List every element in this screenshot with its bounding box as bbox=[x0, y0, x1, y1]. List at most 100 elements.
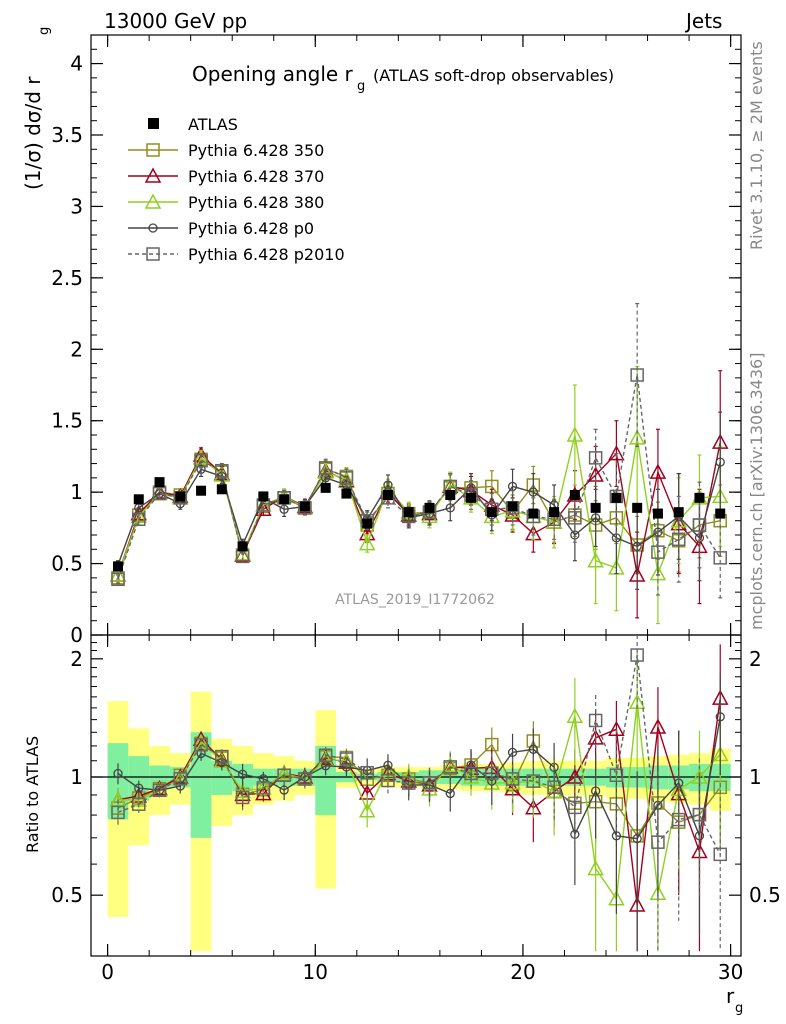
atlas-data-point bbox=[237, 541, 248, 552]
atlas-data-point bbox=[299, 501, 310, 512]
legend-label: Pythia 6.428 370 bbox=[188, 167, 324, 186]
legend-marker bbox=[148, 223, 158, 233]
legend-entry: ATLAS bbox=[148, 115, 238, 134]
data-point bbox=[109, 566, 127, 582]
ratio-point bbox=[358, 802, 376, 818]
legend-label: Pythia 6.428 p2010 bbox=[188, 245, 345, 264]
ratio-point bbox=[587, 860, 604, 876]
y-tick-label: 0 bbox=[70, 623, 83, 647]
legend-marker bbox=[144, 167, 162, 183]
atlas-data-point bbox=[507, 501, 518, 512]
data-point bbox=[587, 552, 604, 568]
ratio-tick-label-right: 1 bbox=[749, 765, 762, 789]
y-tick-label: 3 bbox=[70, 194, 83, 218]
legend: ATLAS Pythia 6.428 350 Pythia 6.428 370 Pyt… bbox=[128, 115, 345, 264]
atlas-data-point bbox=[590, 502, 601, 513]
atlas-data-point bbox=[486, 507, 497, 518]
data-point bbox=[715, 457, 725, 467]
data-point bbox=[568, 511, 582, 525]
atlas-data-point bbox=[382, 490, 393, 500]
data-point bbox=[630, 368, 644, 382]
data-point bbox=[318, 461, 333, 475]
ratio-tick-label: 0.5 bbox=[51, 883, 83, 907]
header-process-label: Jets bbox=[686, 9, 723, 33]
ratio-point bbox=[485, 766, 499, 780]
atlas-data-point bbox=[320, 482, 331, 493]
y-axis-label-subscript: g bbox=[37, 27, 52, 35]
data-point bbox=[713, 551, 727, 565]
atlas-data-point bbox=[694, 492, 705, 503]
ratio-point bbox=[132, 797, 146, 811]
ratio-point bbox=[649, 718, 667, 734]
atlas-data-point bbox=[154, 477, 165, 488]
atlas-data-point bbox=[611, 492, 622, 503]
ratio-point bbox=[566, 707, 584, 723]
atlas-data-point bbox=[196, 485, 207, 496]
atlas-data-point bbox=[445, 490, 456, 500]
ratio-point bbox=[341, 762, 352, 772]
ratio-point bbox=[318, 748, 333, 763]
ratio-point bbox=[339, 752, 354, 766]
data-point bbox=[215, 463, 229, 478]
ratio-point bbox=[713, 847, 727, 862]
ratio-point bbox=[111, 805, 125, 820]
atlas-data-point bbox=[715, 508, 726, 519]
data-point bbox=[358, 534, 376, 551]
legend-entry: Pythia 6.428 380 bbox=[128, 193, 324, 212]
x-tick-label: 10 bbox=[303, 960, 328, 984]
atlas-data-point bbox=[403, 507, 414, 518]
data-point bbox=[445, 503, 455, 513]
data-point bbox=[588, 451, 603, 465]
ratio-tick-label: 2 bbox=[70, 647, 83, 671]
chart-title-note: (ATLAS soft-drop observables) bbox=[373, 66, 614, 85]
ratio-point bbox=[443, 760, 458, 774]
y-tick-label: 1.5 bbox=[51, 409, 83, 433]
ratio-point bbox=[255, 785, 272, 801]
ratio-series-line bbox=[117, 654, 721, 855]
atlas-data-point bbox=[549, 507, 560, 518]
y-tick-label: 2 bbox=[70, 337, 83, 361]
atlas-data-point bbox=[362, 518, 373, 529]
rivet-version-label: Rivet 3.1.10, ≥ 2M events bbox=[747, 41, 766, 250]
ratio-band-stat bbox=[190, 732, 212, 838]
y-tick-label: 4 bbox=[70, 52, 83, 76]
data-point bbox=[339, 471, 354, 485]
x-axis-label: r bbox=[726, 984, 735, 1008]
data-point bbox=[132, 512, 146, 527]
ratio-point bbox=[173, 772, 188, 786]
ratio-point bbox=[590, 786, 601, 796]
y-tick-label: 1 bbox=[70, 480, 83, 504]
ratio-point bbox=[466, 760, 476, 770]
ratio-point bbox=[152, 783, 167, 798]
data-point bbox=[255, 500, 272, 517]
ratio-point bbox=[134, 783, 144, 793]
atlas-data-points bbox=[112, 477, 726, 572]
ratio-tick-label-right: 0.5 bbox=[749, 883, 781, 907]
data-point bbox=[194, 453, 208, 468]
atlas-data-point bbox=[569, 490, 580, 500]
ratio-series-group bbox=[109, 635, 729, 952]
legend-label: ATLAS bbox=[188, 115, 238, 134]
ratio-point bbox=[715, 712, 725, 722]
ratio-point bbox=[215, 749, 229, 764]
ratio-point bbox=[277, 768, 291, 782]
ratio-point bbox=[651, 835, 665, 849]
ratio-point bbox=[235, 790, 250, 805]
ratio-point bbox=[671, 812, 686, 827]
chart-title: Opening angle r bbox=[192, 62, 354, 86]
x-tick-label: 30 bbox=[718, 960, 743, 984]
ratio-point bbox=[588, 713, 603, 728]
data-point bbox=[528, 487, 538, 497]
ratio-point bbox=[611, 831, 622, 841]
ratio-point bbox=[196, 748, 206, 759]
series-line bbox=[117, 442, 721, 576]
analysis-watermark: ATLAS_2019_I1772062 bbox=[335, 592, 495, 608]
ratio-point bbox=[279, 785, 289, 795]
y-tick-label: 2.5 bbox=[51, 266, 83, 290]
data-point bbox=[608, 444, 625, 461]
legend-marker bbox=[146, 143, 160, 157]
ratio-point bbox=[528, 744, 538, 754]
atlas-data-point bbox=[652, 508, 663, 519]
ratio-point bbox=[422, 776, 437, 790]
